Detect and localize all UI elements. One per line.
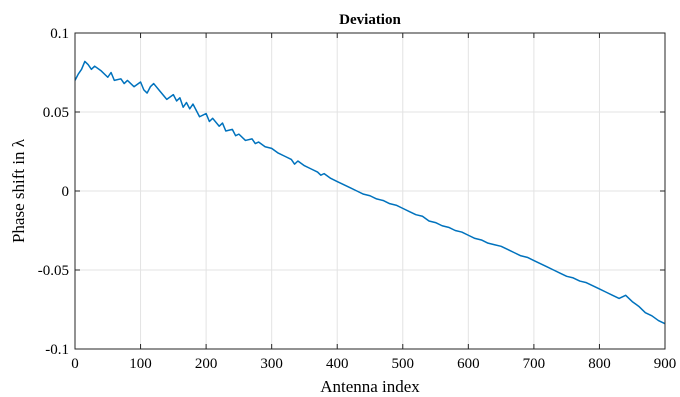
x-tick-label: 200 bbox=[195, 356, 218, 372]
x-tick-labels: 0 100 200 300 400 500 600 700 800 900 bbox=[71, 356, 676, 372]
x-tick-label: 800 bbox=[588, 356, 611, 372]
y-tick-label: 0.05 bbox=[43, 105, 69, 121]
y-tick-label: 0 bbox=[62, 184, 70, 200]
chart-title: Deviation bbox=[339, 12, 401, 28]
y-tick-label: -0.1 bbox=[45, 342, 69, 358]
x-tick-label: 500 bbox=[392, 356, 415, 372]
x-tick-label: 0 bbox=[71, 356, 79, 372]
y-axis-label: Phase shift in λ bbox=[9, 138, 28, 243]
x-tick-label: 600 bbox=[457, 356, 480, 372]
x-tick-label: 900 bbox=[654, 356, 677, 372]
y-tick-label: 0.1 bbox=[50, 26, 69, 42]
series-group bbox=[74, 60, 666, 325]
y-tick-labels: 0.1 0.05 0 -0.05 -0.1 bbox=[38, 26, 69, 358]
grid bbox=[74, 32, 666, 350]
x-tick-label: 400 bbox=[326, 356, 349, 372]
y-tick-label: -0.05 bbox=[38, 263, 69, 279]
series-line bbox=[74, 60, 666, 325]
x-tick-label: 100 bbox=[129, 356, 152, 372]
x-tick-label: 700 bbox=[523, 356, 546, 372]
x-tick-label: 300 bbox=[260, 356, 283, 372]
tick-marks bbox=[74, 32, 666, 350]
x-axis-label: Antenna index bbox=[320, 377, 420, 396]
